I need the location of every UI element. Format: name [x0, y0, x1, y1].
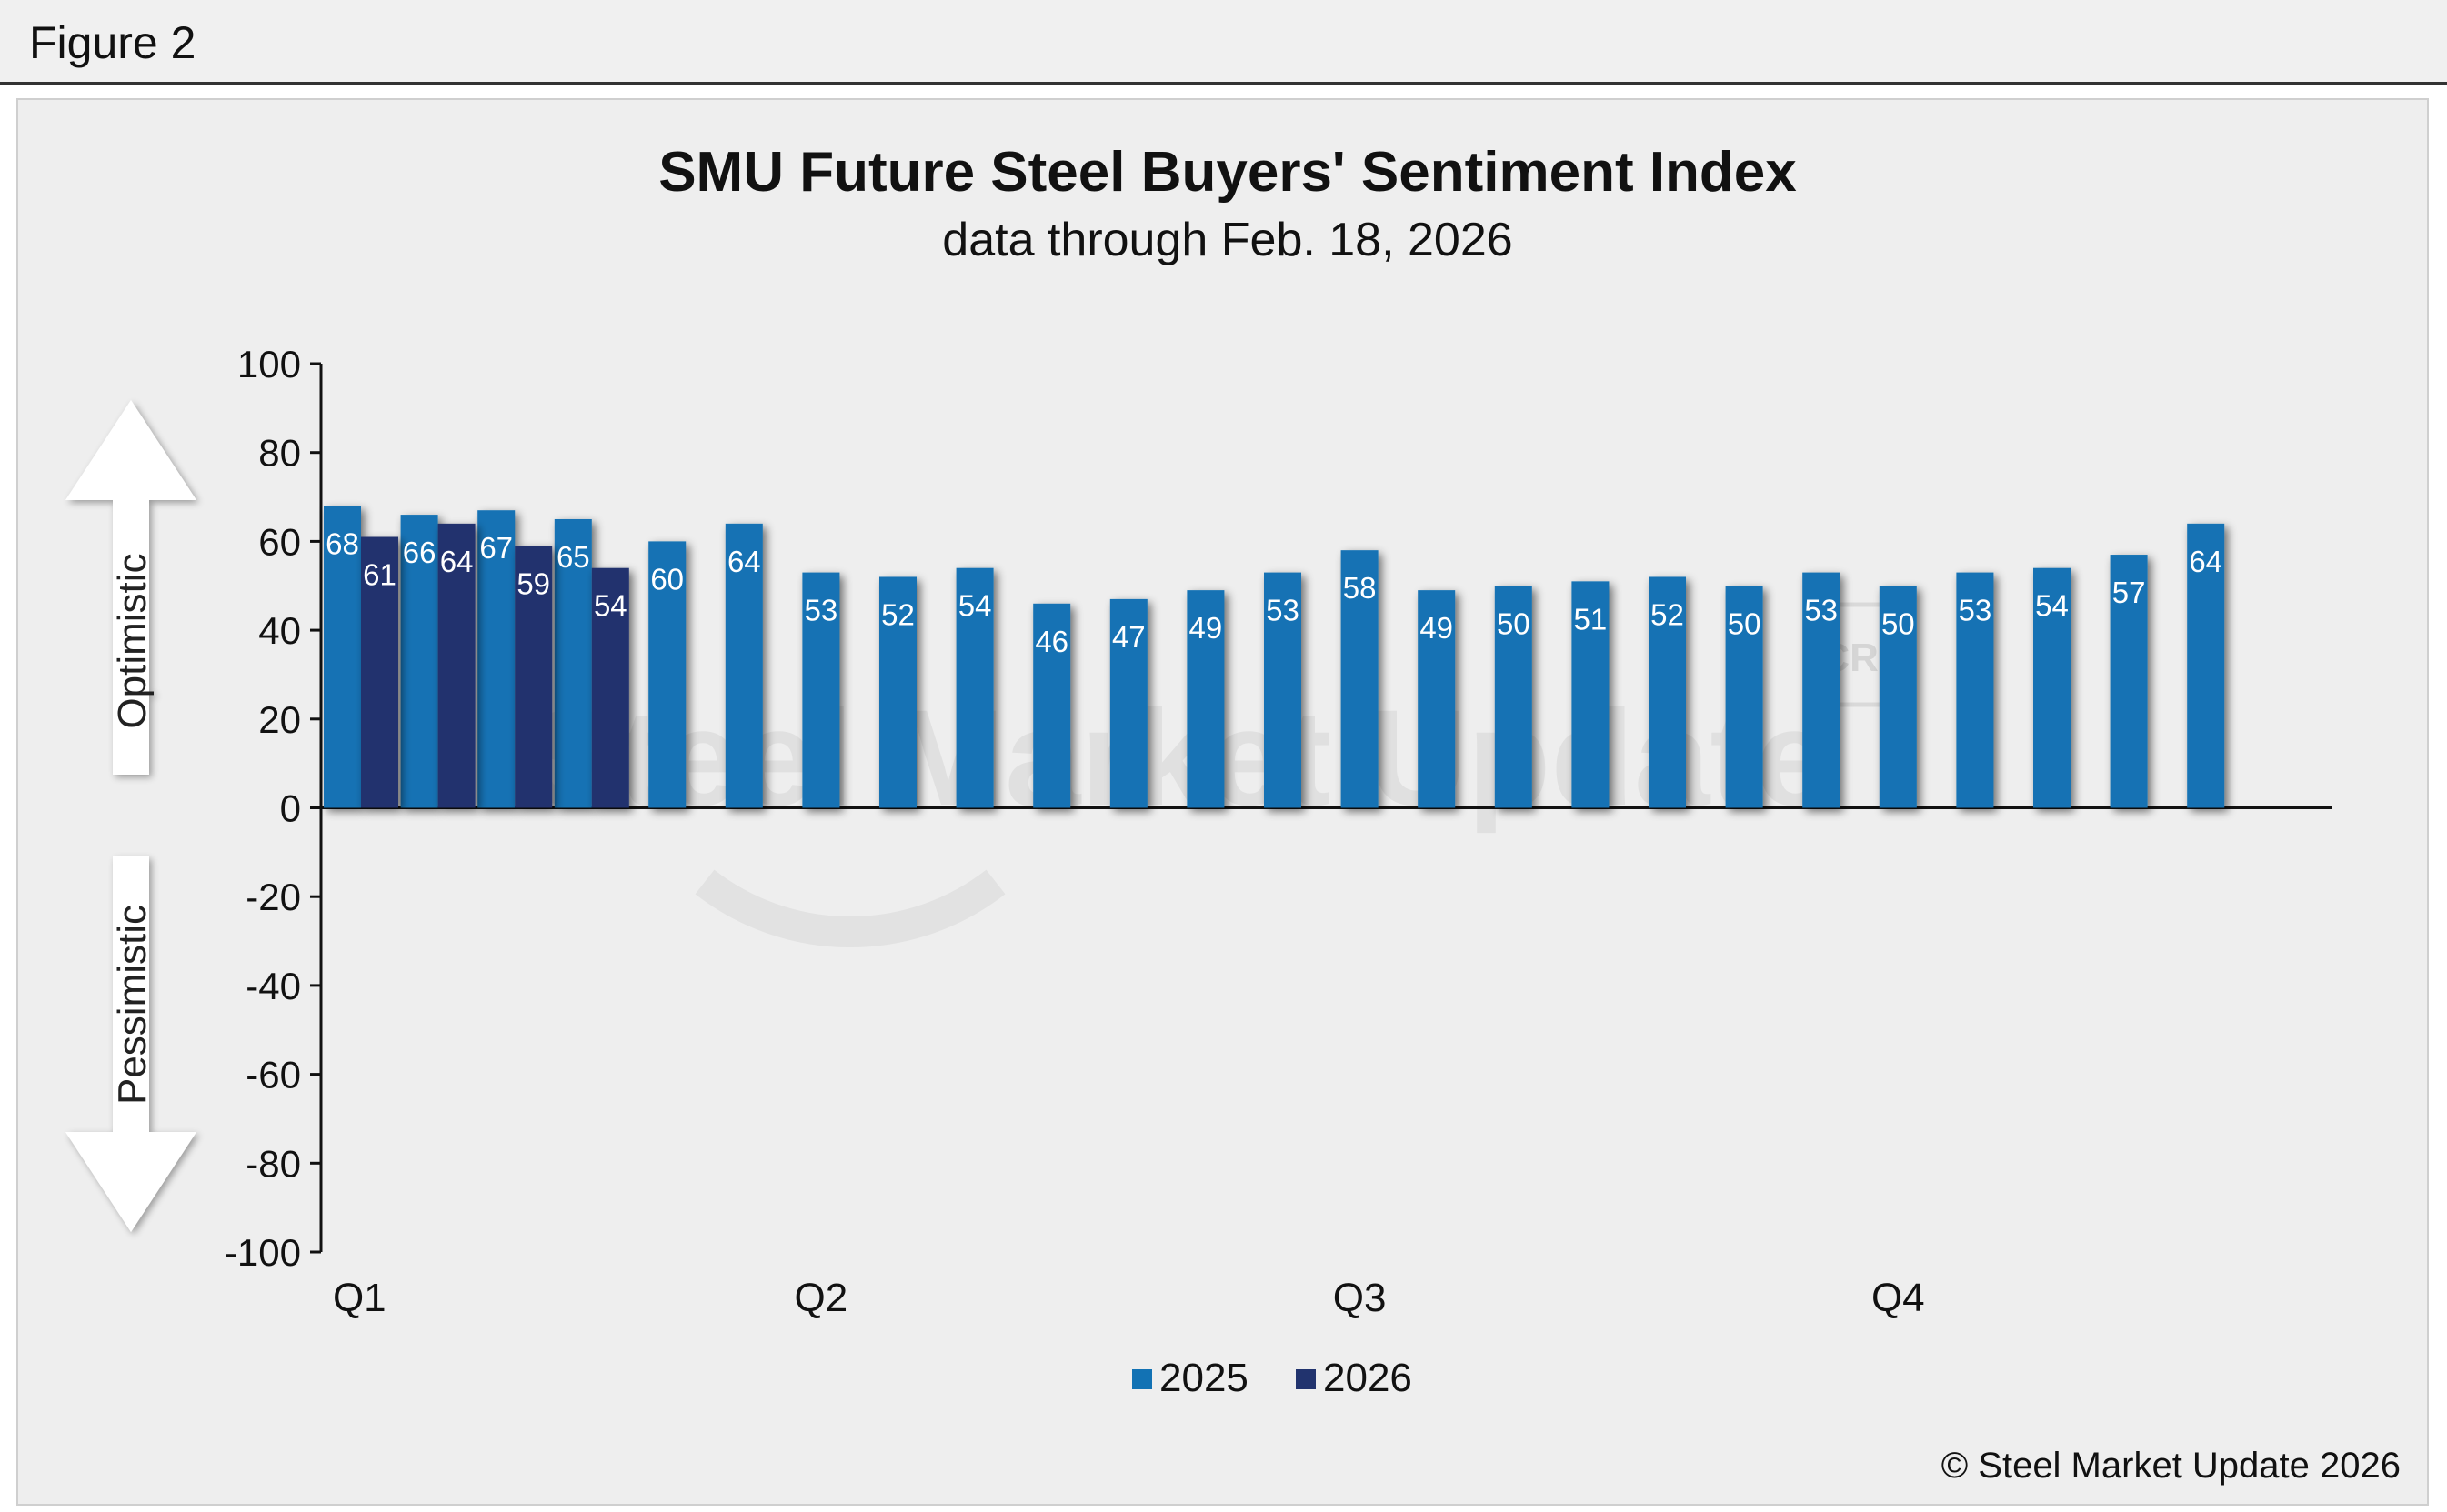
bar-label-2026: 54	[594, 589, 627, 623]
optimistic-arrow: Optimistic	[65, 400, 196, 775]
bar-2025	[477, 510, 516, 808]
bar-2025	[1649, 576, 1686, 808]
bar-2025	[1725, 586, 1763, 808]
bar-label-2025: 50	[1881, 606, 1915, 640]
axes: 100 80 60 40 20 0 -20 -40 -60 -80 -100	[225, 343, 2332, 1274]
bar-label-2025: 50	[1728, 606, 1761, 640]
x-tick-label: Q4	[1871, 1276, 1925, 1320]
bar-label-2025: 53	[1266, 594, 1299, 627]
bar-2025	[648, 541, 687, 808]
bar-2025	[2033, 567, 2071, 808]
bar-2025	[1956, 572, 1994, 808]
y-tick-label: -80	[246, 1142, 301, 1185]
bar-2025	[1033, 603, 1071, 808]
chart-title: SMU Future Steel Buyers' Sentiment Index	[658, 141, 1797, 204]
bar-2025	[324, 506, 361, 808]
bar-labels: 68 66 67 65 60 64 53 52 54 46 47 49 53 58 49 50 51 52 50 53…	[326, 526, 2222, 657]
bar-2025	[802, 572, 840, 808]
figure-label: Figure 2	[29, 17, 196, 68]
bar-2025	[1418, 590, 1456, 808]
legend-swatch	[1296, 1369, 1316, 1389]
bar-label-2025: 60	[650, 562, 684, 596]
bar-2025	[1879, 586, 1917, 808]
bar-label-2025: 65	[557, 540, 590, 574]
x-tick-label: Q2	[795, 1276, 848, 1320]
bar-label-2025: 66	[403, 536, 436, 569]
bar-2025	[725, 523, 763, 808]
bar-label-2025: 46	[1035, 625, 1068, 658]
chart-subtitle: data through Feb. 18, 2026	[942, 214, 1512, 266]
bar-2025	[554, 518, 592, 808]
bar-2025	[2110, 555, 2148, 808]
bar-label-2025: 54	[958, 589, 992, 623]
y-tick-label: 60	[258, 520, 301, 563]
optimistic-label: Optimistic	[110, 553, 155, 728]
watermark-text: Steel Market Update	[527, 681, 1831, 834]
bar-label-2025: 51	[1574, 602, 1608, 636]
bar-label-2025: 54	[2035, 589, 2069, 623]
y-tick-label: 100	[237, 343, 301, 386]
bar-label-2025: 58	[1343, 571, 1377, 605]
bar-label-2025: 49	[1189, 611, 1223, 645]
bar-2025	[1494, 586, 1532, 808]
bar-2026	[515, 546, 553, 808]
legend: 2025 2026	[1132, 1356, 1412, 1400]
bar-2025	[1340, 550, 1379, 808]
legend-label: 2025	[1159, 1356, 1249, 1400]
y-tick-label: 20	[258, 698, 301, 741]
x-tick-label: Q3	[1333, 1276, 1387, 1320]
chart-panel: Steel Market Update CRU SMU Future Steel…	[16, 98, 2429, 1506]
bar-2025	[956, 567, 994, 808]
copyright: © Steel Market Update 2026	[1941, 1446, 2401, 1486]
bar-2025	[1109, 598, 1148, 808]
bar-label-2025: 52	[881, 597, 915, 631]
bars	[324, 506, 2225, 808]
y-tick-label: -100	[225, 1231, 301, 1274]
figure-header: Figure 2	[0, 0, 2447, 85]
bar-label-2026: 64	[440, 545, 474, 578]
watermark-swoosh	[695, 869, 1006, 948]
bar-label-2025: 64	[2189, 545, 2222, 578]
pessimistic-label: Pessimistic	[110, 905, 155, 1105]
bar-2025	[1571, 581, 1610, 808]
bar-label-2025: 57	[2112, 576, 2146, 609]
bar-label-2026: 61	[363, 558, 396, 592]
bar-2025	[1802, 572, 1840, 808]
pessimistic-arrow: Pessimistic	[65, 856, 196, 1232]
y-tick-label: -20	[246, 876, 301, 918]
bar-2025	[1264, 572, 1301, 808]
bar-2026	[437, 523, 476, 808]
bar-label-2025: 68	[326, 526, 359, 560]
bar-label-2025: 53	[1959, 594, 1992, 627]
bar-label-2025: 52	[1650, 597, 1684, 631]
y-tick-label: -40	[246, 965, 301, 1007]
y-tick-label: 0	[280, 787, 301, 830]
bar-label-2026: 59	[516, 566, 550, 600]
bar-2026	[361, 536, 398, 808]
bar-label-2025: 67	[479, 531, 513, 565]
bar-label-2025: 50	[1497, 606, 1530, 640]
bar-2025	[1187, 590, 1225, 808]
bar-2025	[879, 576, 917, 808]
legend-label: 2026	[1323, 1356, 1412, 1400]
bar-2026	[591, 567, 629, 808]
chart: Steel Market Update CRU SMU Future Steel…	[65, 141, 2401, 1486]
bar-label-2025: 49	[1419, 611, 1453, 645]
y-tick-label: -60	[246, 1054, 301, 1096]
x-tick-label: Q1	[333, 1276, 386, 1320]
legend-swatch	[1132, 1369, 1152, 1389]
bar-label-2025: 53	[805, 594, 838, 627]
bar-label-2025: 47	[1112, 620, 1146, 654]
x-tick-labels: Q1 Q2 Q3 Q4	[333, 1276, 1925, 1320]
bar-2025	[400, 515, 438, 808]
y-tick-label: 40	[258, 609, 301, 652]
bar-label-2025: 64	[727, 545, 761, 578]
y-tick-label: 80	[258, 432, 301, 475]
bar-label-2025: 53	[1804, 594, 1838, 627]
bar-2025	[2187, 523, 2225, 808]
